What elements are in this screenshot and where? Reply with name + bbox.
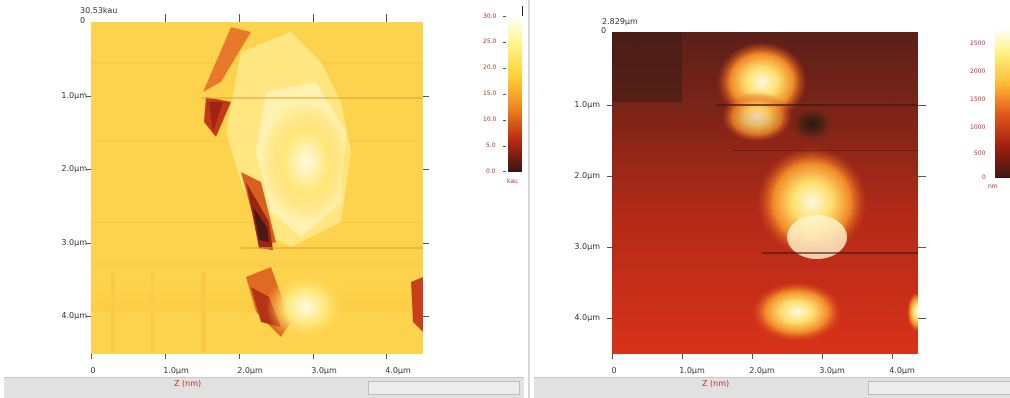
left-z-range-value: 30.53kau (80, 6, 118, 15)
left-x-tick-top (165, 14, 166, 22)
left-scale-label: 25.0 (483, 38, 497, 45)
right-status-field (868, 381, 1010, 395)
left-scale-tick (503, 68, 506, 69)
left-x-tick (239, 354, 240, 359)
right-scale-label: 2000 (970, 68, 986, 75)
left-y-tick (86, 96, 91, 97)
left-x-tick-label: 0 (90, 366, 96, 375)
left-scale-label: 0.0 (486, 168, 496, 175)
right-scale-label: 500 (974, 150, 986, 157)
left-x-tick-label: 4.0µm (385, 366, 411, 375)
right-x-tick-label: 1.0µm (679, 366, 705, 375)
right-afm-image (612, 32, 918, 354)
right-color-scale-bar (995, 28, 1010, 178)
right-y-tick-right (918, 176, 926, 177)
left-scale-unit: kau (507, 178, 518, 185)
right-scale-label: 1000 (970, 124, 986, 131)
left-y-tick-right (423, 96, 429, 97)
left-scale-tick (503, 16, 506, 17)
left-scale-label: 5.0 (486, 142, 496, 149)
left-image-panel: 30.53kau 0 (4, 6, 524, 398)
left-scale-cap (522, 6, 523, 16)
left-axis-title: Z (nm) (174, 379, 202, 388)
left-scale-label: 10.0 (483, 116, 497, 123)
right-y-tick-right (918, 105, 926, 106)
right-axis-title: Z (nm) (702, 379, 730, 388)
left-scale-label: 20.0 (483, 64, 497, 71)
right-x-tick (822, 354, 823, 359)
left-x-tick-label: 1.0µm (163, 366, 189, 375)
right-x-tick-label: 3.0µm (819, 366, 845, 375)
right-scale-label: 2500 (970, 40, 986, 47)
left-x-tick-top (313, 14, 314, 22)
right-origin-label: 0 (601, 26, 607, 35)
left-x-tick-top (239, 14, 240, 22)
left-x-tick (165, 354, 166, 359)
right-y-tick-right (918, 318, 926, 319)
left-y-tick (86, 169, 91, 170)
right-y-tick (607, 247, 612, 248)
left-x-tick-top (386, 14, 387, 22)
left-scale-tick (503, 171, 506, 172)
right-y-tick-label: 3.0µm (574, 242, 600, 251)
right-x-tick-label: 0 (611, 366, 617, 375)
right-scale-label: 0 (982, 174, 986, 181)
left-x-tick-label: 2.0µm (237, 366, 263, 375)
right-y-tick (607, 176, 612, 177)
left-afm-image (91, 22, 423, 354)
left-y-tick-label: 1.0µm (61, 91, 87, 100)
left-y-tick-right (423, 169, 429, 170)
right-scale-unit: nm (988, 183, 998, 190)
left-scale-tick (503, 120, 506, 121)
left-x-tick (91, 354, 92, 359)
left-y-tick-right (423, 243, 429, 244)
left-scale-tick (503, 42, 506, 43)
right-x-tick (682, 354, 683, 359)
right-scale-label: 1500 (970, 96, 986, 103)
right-z-range-value: 2.829µm (602, 17, 638, 26)
left-x-tick (313, 354, 314, 359)
left-x-tick (386, 354, 387, 359)
left-status-field (368, 381, 520, 395)
right-y-tick (607, 318, 612, 319)
left-color-scale-bar (508, 16, 522, 172)
left-y-tick-label: 4.0µm (61, 311, 87, 320)
right-x-tick (892, 354, 893, 359)
right-x-tick-label: 2.0µm (749, 366, 775, 375)
left-scale-label: 15.0 (483, 90, 497, 97)
right-y-tick-label: 4.0µm (574, 313, 600, 322)
left-y-tick (86, 243, 91, 244)
right-y-tick-right (918, 247, 926, 248)
left-y-tick-label: 3.0µm (61, 238, 87, 247)
right-y-tick-label: 2.0µm (574, 171, 600, 180)
left-y-tick-label: 2.0µm (61, 164, 87, 173)
right-image-panel: 2.829µm 0 (530, 0, 1010, 398)
left-status-bar: Z (nm) (4, 377, 524, 398)
right-x-tick-label: 4.0µm (889, 366, 915, 375)
left-origin-label: 0 (80, 16, 86, 25)
left-x-tick-label: 3.0µm (311, 366, 337, 375)
right-y-tick (607, 105, 612, 106)
left-scale-label: 30.0 (483, 13, 497, 20)
left-y-tick-right (423, 316, 429, 317)
right-x-tick (752, 354, 753, 359)
right-x-tick (612, 354, 613, 359)
left-y-tick (86, 316, 91, 317)
right-status-bar: Z (nm) (534, 377, 1010, 398)
panel-divider (528, 0, 530, 398)
left-scale-tick (503, 146, 506, 147)
left-scale-tick (503, 94, 506, 95)
right-y-tick-label: 1.0µm (574, 100, 600, 109)
